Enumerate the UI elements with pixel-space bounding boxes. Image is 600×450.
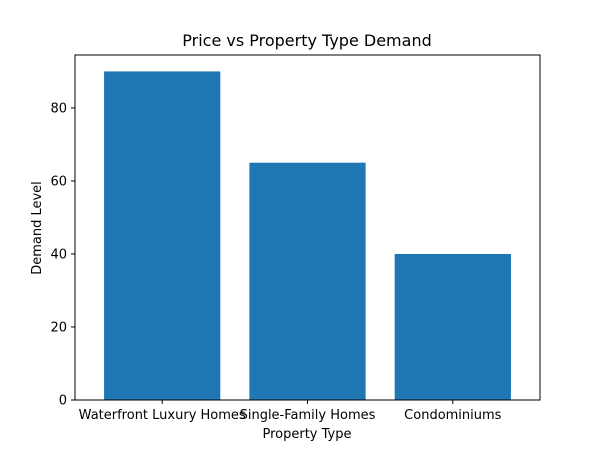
- bars-group: [104, 71, 511, 400]
- x-tick-label: Condominiums: [404, 408, 502, 423]
- y-axis-ticks: 0 20 40 60 80: [50, 101, 75, 409]
- y-axis-label: Demand Level: [30, 181, 45, 275]
- y-tick-label: 20: [50, 320, 67, 335]
- y-tick-label: 40: [50, 247, 67, 262]
- x-tick-label: Waterfront Luxury Homes: [79, 408, 246, 423]
- x-axis-label: Property Type: [262, 427, 351, 442]
- y-tick-label: 60: [50, 174, 67, 189]
- x-tick-label: Single-Family Homes: [240, 408, 376, 423]
- bar-waterfront-luxury-homes: [104, 71, 221, 400]
- y-tick-label: 0: [59, 394, 67, 409]
- bar-condominiums: [394, 253, 511, 400]
- y-tick-label: 80: [50, 101, 67, 116]
- bar-single-family-homes: [249, 162, 366, 400]
- chart-title: Price vs Property Type Demand: [182, 31, 431, 50]
